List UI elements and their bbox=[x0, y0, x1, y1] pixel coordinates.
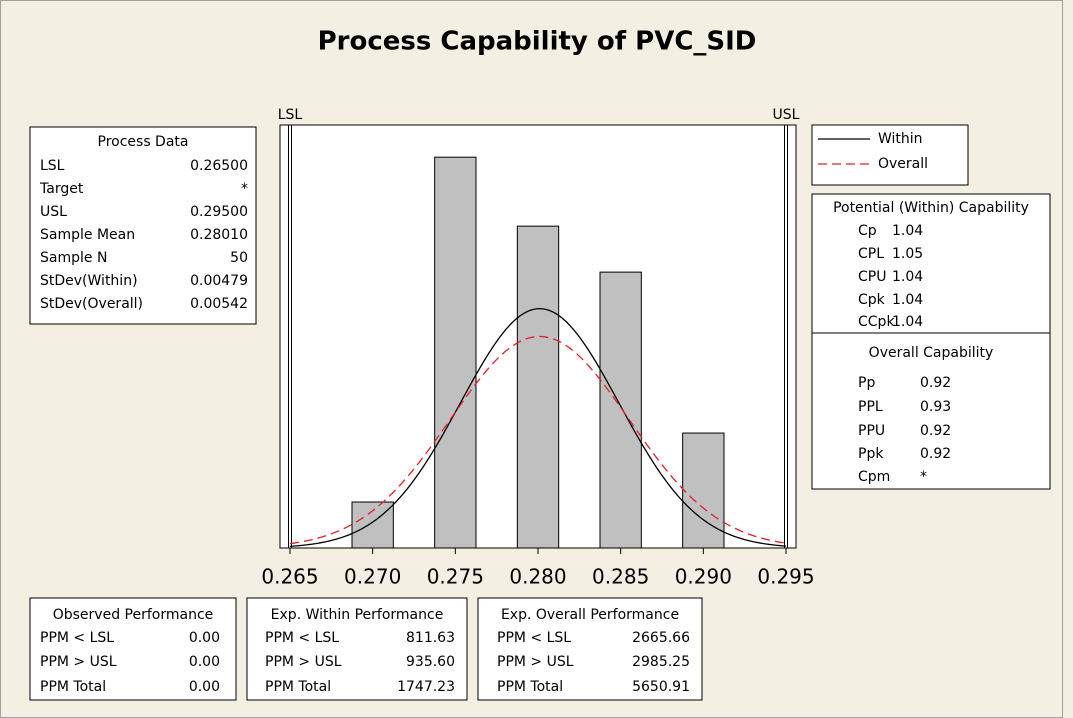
table-box bbox=[811, 193, 1051, 490]
row-label: Cpm bbox=[858, 469, 890, 485]
spec-label: LSL bbox=[278, 107, 303, 123]
table-title: Potential (Within) Capability bbox=[833, 200, 1029, 216]
row-label: PPM > USL bbox=[497, 654, 574, 670]
row-value: 0.00542 bbox=[190, 296, 248, 312]
row-value: 5650.91 bbox=[632, 679, 690, 695]
row-label: Sample N bbox=[40, 250, 107, 266]
row-label: Cp bbox=[858, 223, 877, 239]
row-value: 0.92 bbox=[920, 423, 951, 439]
histogram-bar bbox=[434, 156, 477, 549]
x-tick-label: 0.270 bbox=[344, 565, 401, 589]
row-value: 50 bbox=[230, 250, 248, 266]
chart-title: Process Capability of PVC_SID bbox=[318, 27, 757, 57]
row-label: PPM < LSL bbox=[497, 630, 571, 646]
row-label: PPL bbox=[858, 399, 883, 415]
row-label: CCpk bbox=[858, 314, 895, 330]
row-label: Cpk bbox=[858, 292, 886, 308]
x-tick-label: 0.290 bbox=[675, 565, 732, 589]
row-label: Pp bbox=[858, 375, 875, 391]
row-label: PPM < LSL bbox=[40, 630, 114, 646]
row-label: USL bbox=[40, 204, 67, 220]
table-box bbox=[29, 126, 257, 325]
row-label: Sample Mean bbox=[40, 227, 135, 243]
row-value: 2665.66 bbox=[632, 630, 690, 646]
row-label: PPM Total bbox=[497, 679, 563, 695]
row-label: CPU bbox=[858, 269, 886, 285]
row-value: 0.00 bbox=[189, 654, 220, 670]
row-value: 1.05 bbox=[892, 246, 923, 262]
x-tick-label: 0.285 bbox=[592, 565, 649, 589]
x-tick-label: 0.265 bbox=[261, 565, 318, 589]
row-value: * bbox=[241, 181, 248, 197]
row-value: 811.63 bbox=[406, 630, 455, 646]
table-title: Overall Capability bbox=[869, 345, 994, 361]
row-label: Ppk bbox=[858, 446, 884, 462]
legend-box bbox=[811, 124, 969, 186]
row-label: PPM Total bbox=[40, 679, 106, 695]
table-title: Exp. Within Performance bbox=[271, 607, 444, 623]
row-label: Target bbox=[39, 181, 84, 197]
row-label: PPU bbox=[858, 423, 885, 439]
row-label: CPL bbox=[858, 246, 884, 262]
x-tick-label: 0.280 bbox=[509, 565, 566, 589]
row-value: 1.04 bbox=[892, 314, 923, 330]
row-value: 0.92 bbox=[920, 375, 951, 391]
histogram-bar bbox=[516, 225, 560, 549]
row-value: 0.26500 bbox=[190, 158, 248, 174]
row-value: 0.00 bbox=[189, 630, 220, 646]
row-value: 0.93 bbox=[920, 399, 951, 415]
row-value: 1.04 bbox=[892, 223, 923, 239]
row-label: PPM Total bbox=[265, 679, 331, 695]
table-box bbox=[29, 597, 237, 701]
x-tick-label: 0.275 bbox=[427, 565, 484, 589]
row-value: 1.04 bbox=[892, 292, 923, 308]
row-value: * bbox=[920, 469, 927, 485]
histogram-bar bbox=[682, 432, 725, 549]
legend-label: Within bbox=[878, 131, 923, 147]
row-value: 0.29500 bbox=[190, 204, 248, 220]
fit-curve bbox=[289, 335, 787, 545]
row-value: 2985.25 bbox=[632, 654, 690, 670]
row-label: PPM > USL bbox=[40, 654, 117, 670]
row-label: PPM > USL bbox=[265, 654, 342, 670]
row-value: 0.92 bbox=[920, 446, 951, 462]
spec-label: USL bbox=[773, 107, 800, 123]
histogram-bar bbox=[599, 271, 642, 549]
table-title: Process Data bbox=[98, 134, 189, 150]
row-label: LSL bbox=[40, 158, 65, 174]
row-value: 1747.23 bbox=[397, 679, 455, 695]
row-label: StDev(Overall) bbox=[40, 296, 143, 312]
row-value: 1.04 bbox=[892, 269, 923, 285]
fit-curve bbox=[289, 308, 787, 547]
histogram-bar bbox=[351, 501, 394, 549]
row-label: PPM < LSL bbox=[265, 630, 339, 646]
row-value: 0.00479 bbox=[190, 273, 248, 289]
row-label: StDev(Within) bbox=[40, 273, 138, 289]
legend-label: Overall bbox=[878, 156, 928, 172]
row-value: 935.60 bbox=[406, 654, 455, 670]
table-box bbox=[246, 597, 468, 701]
row-value: 0.28010 bbox=[190, 227, 248, 243]
table-box bbox=[477, 597, 703, 701]
x-tick-label: 0.295 bbox=[757, 565, 814, 589]
row-value: 0.00 bbox=[189, 679, 220, 695]
table-title: Exp. Overall Performance bbox=[501, 607, 679, 623]
table-title: Observed Performance bbox=[53, 607, 214, 623]
